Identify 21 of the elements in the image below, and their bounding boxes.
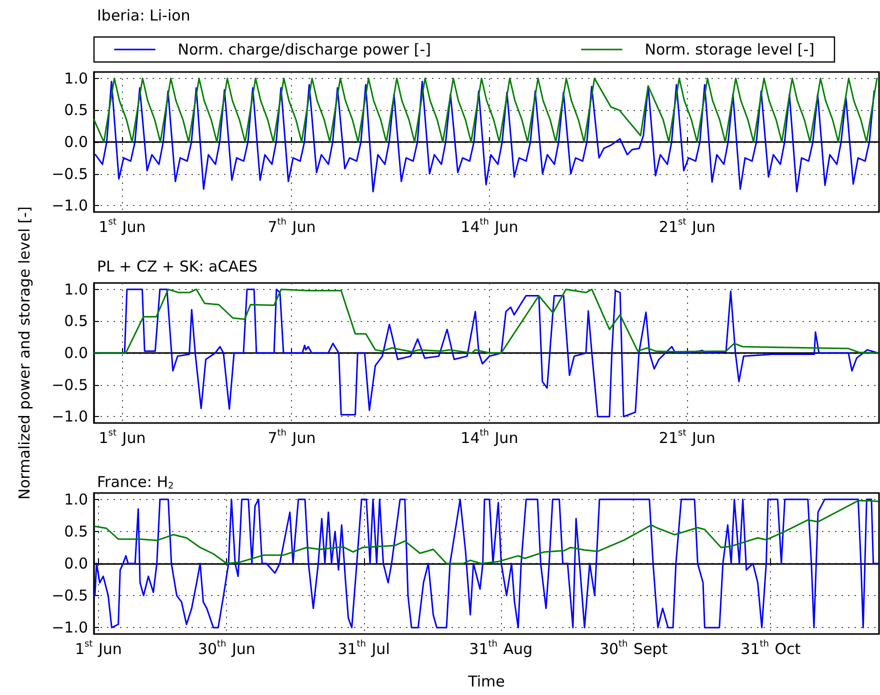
y-tick-label: 0.5 [64,522,88,540]
y-tick-label: −1.0 [52,408,88,426]
y-tick-label: 1.0 [64,490,88,508]
y-tick-label: −1.0 [52,618,88,637]
y-tick-label: 0.5 [64,312,88,330]
y-tick-label: 0.0 [64,344,88,362]
y-tick-label: 0.0 [64,133,88,151]
chart-title: PL + CZ + SK: aCAES [97,258,258,276]
y-axis-title: Normalized power and storage level [-] [16,206,34,500]
y-tick-label: −0.5 [52,164,88,183]
y-tick-label: −0.5 [52,376,88,394]
y-tick-label: 0.5 [64,101,88,120]
y-tick-label: 1.0 [64,69,88,88]
legend-label: Norm. charge/discharge power [-] [178,40,431,58]
y-tick-label: −0.5 [52,586,88,605]
chart-title: Iberia: Li-ion [97,6,190,24]
legend-label: Norm. storage level [-] [644,40,814,58]
y-tick-label: 0.0 [64,554,88,572]
y-tick-label: −1.0 [52,196,88,215]
y-tick-label: 1.0 [64,280,88,298]
x-axis-title: Time [467,672,505,690]
